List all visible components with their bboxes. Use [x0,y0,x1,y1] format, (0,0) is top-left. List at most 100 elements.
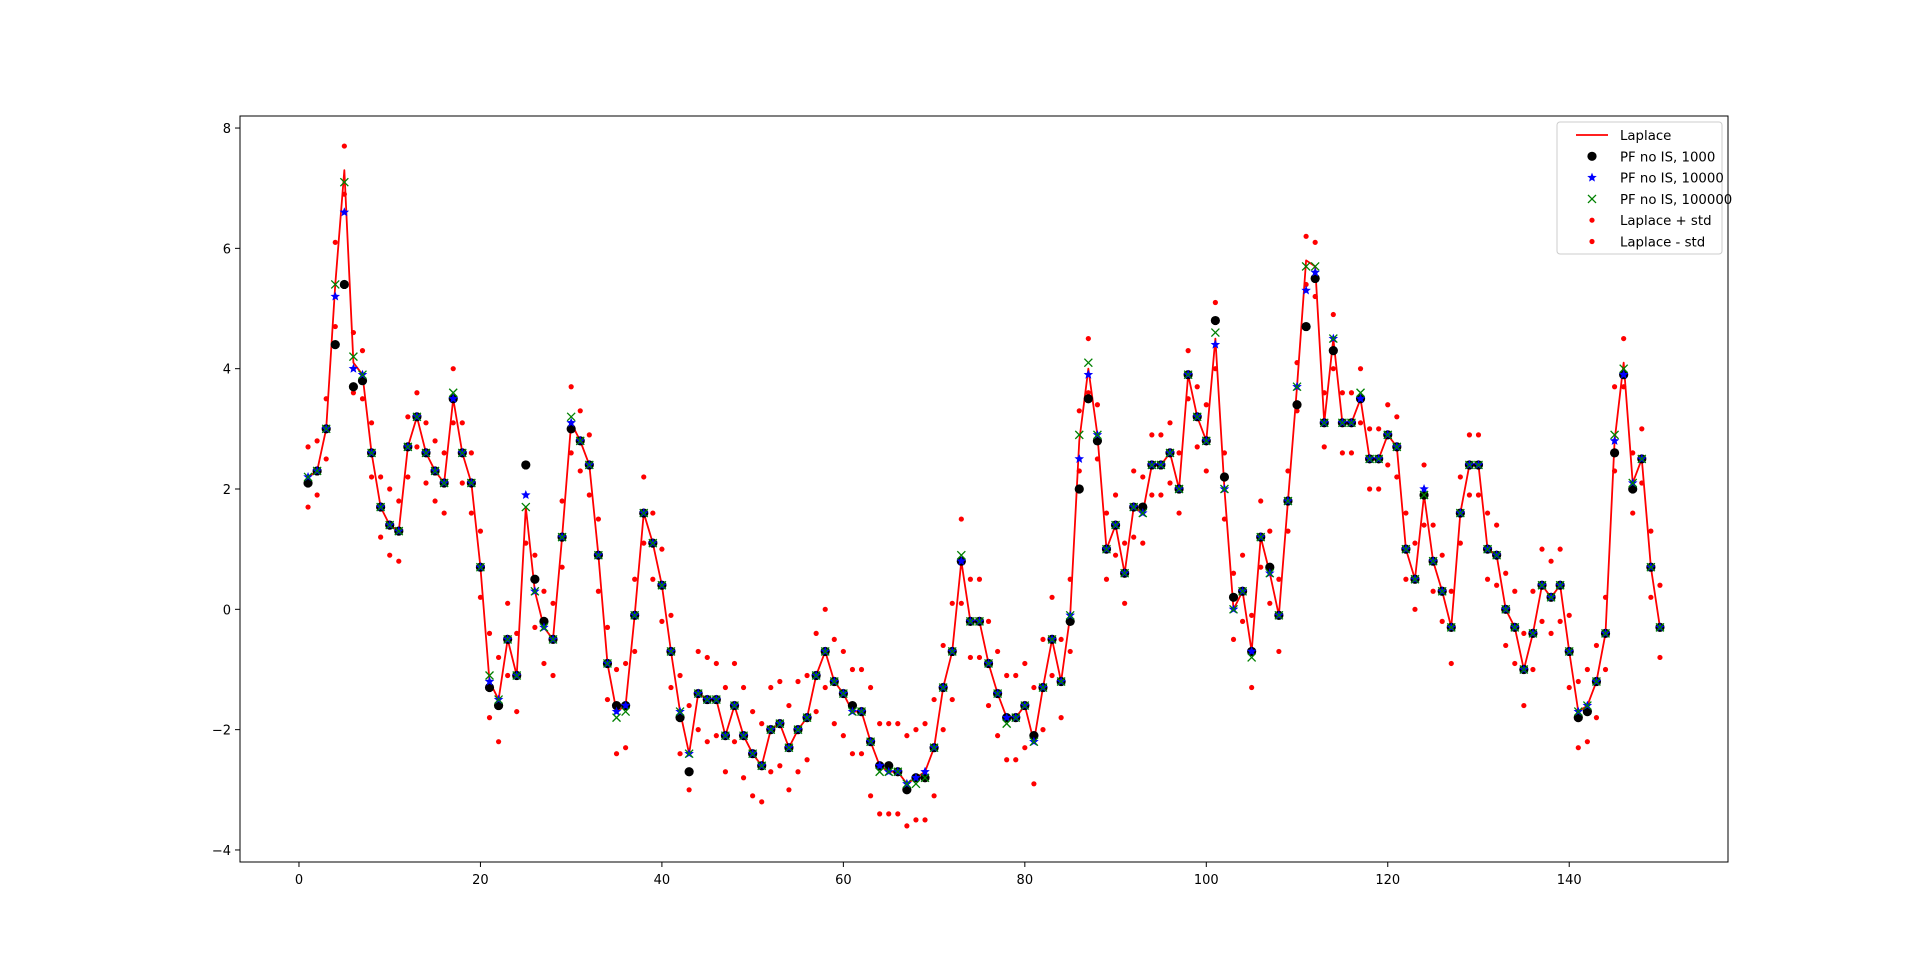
y-tick-label: 0 [223,603,231,618]
laplace-minus-std-point [1367,486,1373,492]
pf-100000-point [1219,484,1229,494]
pf-100000-point-stroke-b [1219,484,1229,494]
laplace-plus-std-point [541,588,547,594]
pf-1000-point [1582,706,1592,717]
pf-100000-point [1256,532,1266,542]
laplace-plus-std-point [1611,384,1618,390]
pf-100000-point-stroke-b [829,677,839,686]
pf-1000-point [675,713,685,723]
laplace-minus-std-point [332,323,338,330]
laplace-plus-std-point [623,660,629,667]
pf-10000-point [1609,435,1620,445]
laplace-minus-std-point [1439,618,1445,624]
laplace-plus-std-point [1303,233,1309,239]
pf-100000-point-stroke-b [802,713,812,723]
pf-100000-point-stroke-b [1546,592,1556,602]
laplace-plus-std-point [1648,528,1654,534]
pf-100000-point-stroke-b [684,749,694,759]
pf-100000-point-stroke-b [1328,334,1338,344]
pf-100000-point [1365,454,1375,464]
laplace-minus-std-point [613,751,620,757]
laplace-minus-std-point [1013,757,1019,763]
pf-100000-point [1029,737,1039,747]
laplace-minus-std-point [750,793,756,799]
pf-100000-point-stroke-b [521,502,531,512]
legend-laplace-minus-std-label: Laplace - std [1620,236,1705,251]
pf-100000-point-stroke-b [1510,622,1520,632]
pf-100000-point-stroke-b [1283,496,1293,506]
pf-100000-point [1165,448,1175,458]
pf-100000-point-stroke-b [884,767,894,777]
laplace-plus-std-point [1557,546,1563,552]
pf-100000-point-stroke-b [1065,610,1075,620]
pf-100000-point-stroke-b [984,659,993,668]
laplace-minus-std-point [1140,540,1146,546]
pf-100000-point-stroke-b [938,683,948,692]
laplace-minus-std-point [314,492,320,498]
pf-100000-point [1501,604,1511,614]
pf-100000-point-stroke-b [866,737,876,747]
pf-100000-point-stroke-b [993,689,1003,699]
pf-100000-point [1573,707,1583,717]
pf-100000-point-stroke-b [1247,652,1257,662]
pf-100000-point-stroke-b [1147,460,1157,470]
laplace-minus-std-point [858,751,865,757]
pf-100000-point [1283,496,1293,506]
pf-1000-point [1092,436,1103,446]
laplace-minus-std-point [459,480,465,486]
laplace-plus-std-point [976,576,983,582]
pf-100000-point [1011,713,1021,723]
laplace-plus-std-point [1330,311,1336,318]
pf-100000-point-stroke-b [1483,544,1493,554]
x-tick-label: 20 [472,873,489,888]
laplace-plus-std-point [414,390,420,396]
pf-100000-point [466,478,476,488]
laplace-minus-std-point [1394,474,1400,480]
pf-100000-point [1455,508,1465,518]
pf-100000-point-stroke-b [675,707,685,717]
pf-100000-point-stroke-b [330,279,340,289]
laplace-plus-std-point [1421,462,1427,468]
pf-100000-point-stroke-b [748,749,758,759]
laplace-minus-std-point [949,696,955,703]
laplace-minus-std-point [532,624,538,630]
laplace-plus-std-point [305,444,311,450]
laplace-minus-std-point [1584,739,1590,745]
laplace-minus-std-point [995,733,1001,739]
pf-100000-point [693,689,703,699]
pf-100000-point-stroke-b [956,550,966,560]
pf-100000-point [748,749,758,759]
laplace-minus-std-point [1539,618,1545,624]
legend-pf-100000-label: PF no IS, 100000 [1620,193,1732,208]
laplace-minus-std-point [1239,618,1246,624]
laplace-minus-std-point [1566,684,1572,691]
pf-100000-point-stroke-b [875,767,885,777]
laplace-plus-std-point [577,408,583,414]
pf-100000-point-stroke-b [1020,701,1030,711]
laplace-plus-std-point [568,384,574,390]
laplace-minus-std-point [514,708,520,715]
pf-100000-point-stroke-b [1029,737,1039,747]
legend-laplace-label: Laplace [1620,129,1671,144]
laplace-minus-std-point [1203,468,1209,474]
laplace-minus-std-point [931,793,937,799]
laplace-plus-std-point [1430,522,1436,528]
pf-100000-point [321,424,331,434]
laplace-plus-std-point [840,648,846,655]
pf-100000-point [494,695,504,705]
laplace-plus-std-point [1566,612,1572,618]
pf-100000-point [394,526,404,536]
pf-1000-point [1228,592,1239,602]
laplace-minus-std-point [1321,444,1327,450]
pf-100000-point-stroke-b [339,177,349,187]
laplace-minus-std-point [586,492,592,498]
pf-100000-point-stroke-b [1047,634,1057,644]
pf-100000-point-stroke-b [612,713,621,723]
pf-100000-point-stroke-b [603,659,612,668]
pf-100000-point [1238,586,1248,596]
pf-100000-point [1437,586,1447,596]
pf-100000-point [902,779,912,789]
laplace-minus-std-point [1648,594,1654,600]
laplace-plus-std-point [1194,384,1200,390]
